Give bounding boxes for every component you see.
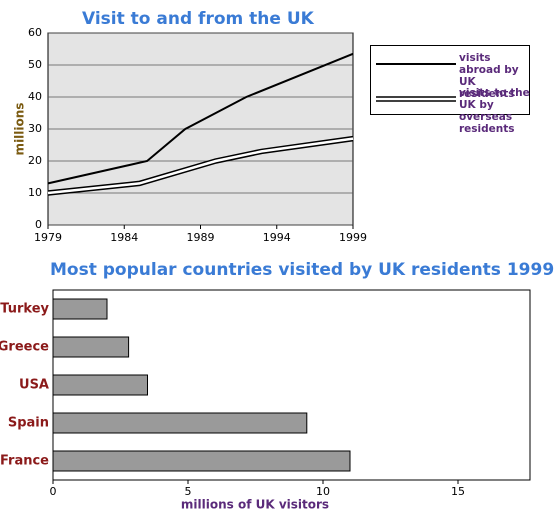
x-tick-label: 0 xyxy=(50,485,57,498)
y-tick-label: 10 xyxy=(28,186,42,199)
y-tick-label: Turkey xyxy=(0,302,49,317)
x-tick-label: 1999 xyxy=(339,231,367,244)
x-tick-label: 1989 xyxy=(187,231,215,244)
bar xyxy=(52,336,130,358)
y-tick-label: Greece xyxy=(0,340,49,355)
y-tick-label: Spain xyxy=(8,416,49,431)
y-axis-label: millions xyxy=(13,103,27,156)
y-tick-label: 0 xyxy=(35,218,42,231)
legend-label: visits abroad by UK residents xyxy=(459,52,519,100)
bar xyxy=(52,298,108,320)
bar xyxy=(52,450,351,472)
legend-label: visits to the UK by overseas residents xyxy=(459,87,530,135)
bar xyxy=(52,412,308,434)
x-tick-label: 10 xyxy=(316,485,330,498)
legend-swatch xyxy=(376,63,456,65)
y-tick-label: 20 xyxy=(28,154,42,167)
legend: visits abroad by UK residents visits to t… xyxy=(370,45,530,135)
series-line xyxy=(47,52,354,185)
series-line-inner xyxy=(47,137,354,195)
bar xyxy=(52,374,148,396)
x-tick-label: 1994 xyxy=(263,231,291,244)
y-tick-label: 50 xyxy=(28,58,42,71)
x-tick-label: 1979 xyxy=(34,231,62,244)
x-axis-label: millions of UK visitors xyxy=(181,498,329,512)
y-tick-label: USA xyxy=(19,378,49,393)
chart-title: Most popular countries visited by UK res… xyxy=(50,260,554,280)
legend-swatch xyxy=(376,96,456,102)
chart-title: Visit to and from the UK xyxy=(82,9,315,29)
x-tick-label: 5 xyxy=(185,485,192,498)
y-tick-label: 40 xyxy=(28,90,42,103)
y-tick-label: France xyxy=(0,454,49,469)
x-tick-label: 1984 xyxy=(110,231,138,244)
y-tick-label: 60 xyxy=(28,26,42,39)
y-tick-label: 30 xyxy=(28,122,42,135)
x-tick-label: 15 xyxy=(451,485,465,498)
